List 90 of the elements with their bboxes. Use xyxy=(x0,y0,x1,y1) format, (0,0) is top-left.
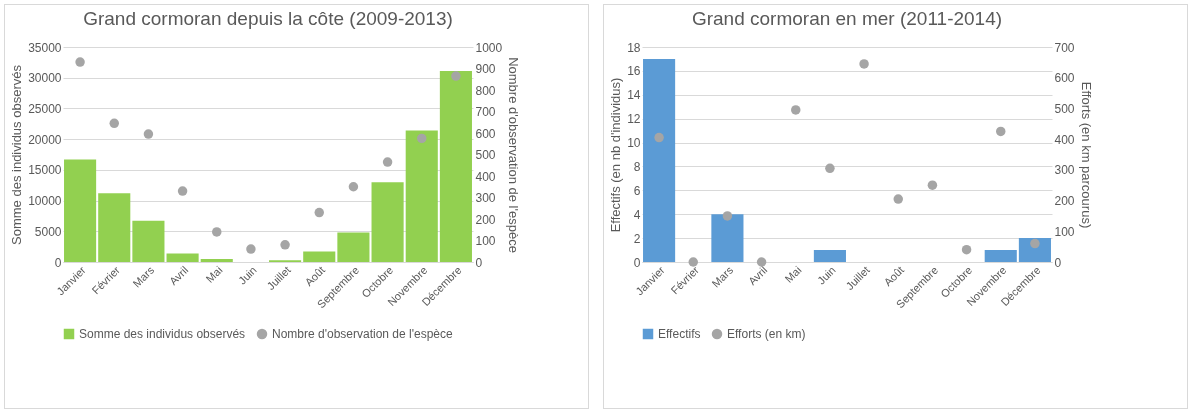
y2-tick-label: 100 xyxy=(475,234,496,248)
point xyxy=(893,194,903,204)
y-tick-label: 0 xyxy=(54,255,62,270)
y2-tick-label: 300 xyxy=(475,191,496,205)
point xyxy=(348,182,359,192)
point xyxy=(314,207,324,218)
y2-tick-label: 0 xyxy=(1054,255,1062,270)
y-tick-label: 30000 xyxy=(28,71,62,86)
legend-label: Effectifs xyxy=(658,327,701,341)
y2-tick-label: 500 xyxy=(475,148,496,162)
y2-tick-label: 400 xyxy=(475,169,496,184)
point xyxy=(280,240,290,250)
y-tick-label: 25000 xyxy=(28,101,62,116)
point xyxy=(382,157,393,167)
y2-tick-label: 700 xyxy=(1054,40,1075,55)
point xyxy=(246,244,256,254)
point xyxy=(825,163,835,174)
y-tick-label: 12 xyxy=(627,112,641,127)
bar xyxy=(200,258,233,262)
bar xyxy=(64,159,97,262)
bar xyxy=(337,232,370,262)
point xyxy=(417,133,427,144)
y2-tick-label: 700 xyxy=(475,105,496,119)
y2-tick-label: 600 xyxy=(475,126,496,141)
legend-label: Somme des individus observés xyxy=(79,327,246,341)
legend-label: Nombre d'observation de l'espèce xyxy=(272,327,454,341)
bar xyxy=(132,220,165,262)
point xyxy=(1030,238,1040,249)
bar xyxy=(711,214,744,262)
point xyxy=(996,126,1006,137)
point xyxy=(961,244,972,255)
bar xyxy=(1018,238,1051,262)
point xyxy=(859,59,869,69)
y2-tick-label: 0 xyxy=(475,255,483,270)
y-tick-label: 20000 xyxy=(28,132,62,147)
y-tick-label: 8 xyxy=(633,159,641,174)
point xyxy=(654,132,664,143)
y2-tick-label: 500 xyxy=(1054,101,1075,116)
point xyxy=(791,105,801,115)
chart-title: Grand cormoran depuis la côte (2009-2013) xyxy=(83,8,453,29)
y2-axis-title: Nombre d'observation de l'espèce xyxy=(506,57,522,253)
y2-tick-label: 900 xyxy=(475,62,496,76)
y2-tick-label: 600 xyxy=(1054,71,1075,86)
bar xyxy=(439,70,472,262)
x-tick-label: Mai xyxy=(782,263,804,285)
bar xyxy=(98,193,131,262)
point xyxy=(756,257,767,267)
bar xyxy=(405,130,438,262)
y-tick-label: 15000 xyxy=(28,163,62,178)
x-tick-label: Juin xyxy=(235,263,259,287)
y-tick-label: 5000 xyxy=(34,224,62,239)
bar xyxy=(371,182,404,262)
y-tick-label: 4 xyxy=(633,207,641,222)
y-tick-label: 0 xyxy=(633,255,641,270)
y2-tick-label: 200 xyxy=(475,212,496,227)
legend-label: Efforts (en km) xyxy=(727,327,806,341)
point xyxy=(722,211,733,221)
y2-tick-label: 100 xyxy=(1054,224,1075,239)
x-tick-label: Mai xyxy=(203,263,225,285)
bar xyxy=(166,253,199,262)
chart-title: Grand cormoran en mer (2011-2014) xyxy=(691,8,1003,29)
y-tick-label: 2 xyxy=(633,231,641,246)
y-tick-label: 16 xyxy=(627,64,641,79)
point xyxy=(927,180,938,190)
y-tick-label: 18 xyxy=(627,40,641,55)
point xyxy=(451,71,461,81)
y-tick-label: 35000 xyxy=(28,40,62,55)
y2-tick-label: 400 xyxy=(1054,132,1075,147)
x-tick-label: Juin xyxy=(814,263,838,287)
point xyxy=(75,57,85,67)
bar xyxy=(303,251,336,262)
y2-tick-label: 200 xyxy=(1054,194,1075,209)
y2-tick-label: 300 xyxy=(1054,163,1075,178)
y2-tick-label: 800 xyxy=(475,83,496,98)
bar xyxy=(813,250,846,262)
y2-axis-title: Efforts (en km parcourus) xyxy=(1078,81,1094,229)
y-tick-label: 10000 xyxy=(28,194,62,209)
bar xyxy=(643,58,676,262)
y-tick-label: 6 xyxy=(633,183,641,198)
point xyxy=(177,186,188,196)
y-axis-title: Somme des individus observés xyxy=(9,64,25,245)
point xyxy=(688,257,698,267)
point xyxy=(212,227,222,237)
y2-tick-label: 1000 xyxy=(475,40,503,55)
y-axis-title: Effectifs (en nb d'individus) xyxy=(608,77,624,233)
y-tick-label: 10 xyxy=(627,136,641,151)
point xyxy=(109,118,119,129)
y-tick-label: 14 xyxy=(627,88,641,103)
point xyxy=(143,129,154,139)
bar xyxy=(984,250,1017,262)
